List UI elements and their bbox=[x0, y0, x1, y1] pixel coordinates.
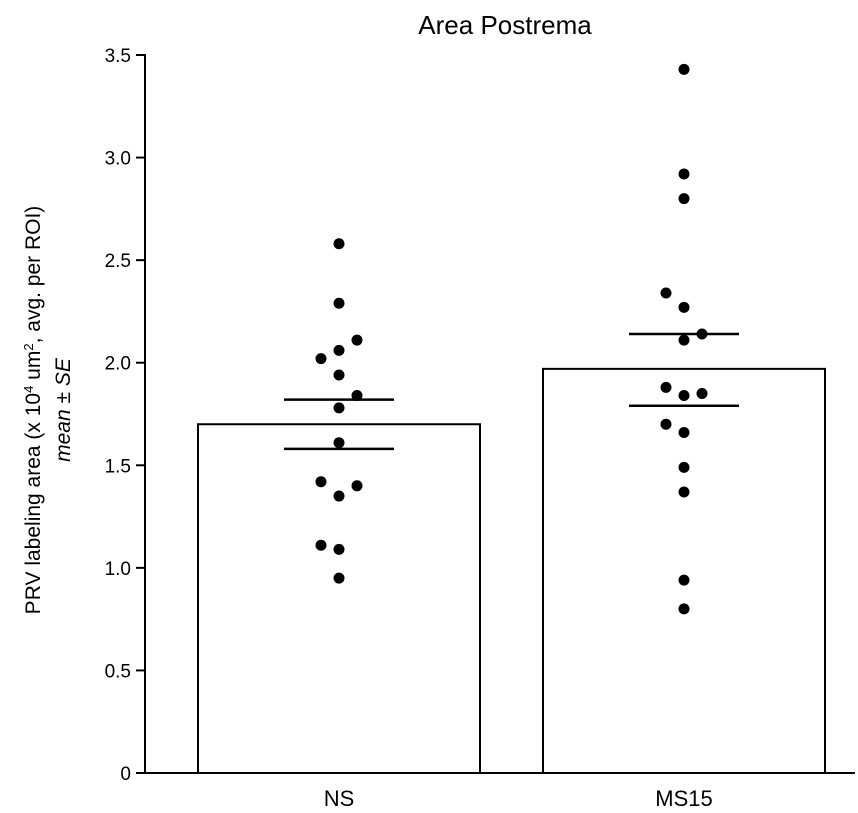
data-point-ms15 bbox=[660, 287, 672, 299]
data-point-ns bbox=[333, 297, 345, 309]
y-tick-label: 3.0 bbox=[105, 149, 131, 170]
data-point-ms15 bbox=[678, 334, 690, 346]
y-tick-label: 0 bbox=[120, 764, 131, 785]
data-point-ms15 bbox=[678, 461, 690, 473]
y-tick-label: 2.5 bbox=[105, 251, 131, 272]
x-axis-labels: NS MS15 bbox=[324, 786, 713, 811]
data-point-ns bbox=[333, 572, 345, 584]
data-point-ns bbox=[333, 543, 345, 555]
error-bars-group bbox=[284, 332, 739, 451]
data-point-ms15 bbox=[696, 387, 708, 399]
data-point-ms15 bbox=[678, 168, 690, 180]
chart-title: Area Postrema bbox=[418, 10, 592, 40]
data-point-ns bbox=[333, 344, 345, 356]
y-axis-ticks: 0 0.5 1.0 1.5 2.0 2.5 3.0 3.5 bbox=[105, 46, 145, 785]
data-point-ms15 bbox=[678, 193, 690, 205]
y-tick-label: 0.5 bbox=[105, 661, 131, 682]
data-point-ns bbox=[333, 238, 345, 250]
y-tick-label: 3.5 bbox=[105, 46, 131, 67]
bar-ns bbox=[197, 423, 481, 774]
y-tick-label: 1.0 bbox=[105, 559, 131, 580]
data-point-ms15 bbox=[678, 301, 690, 313]
data-point-ns bbox=[351, 390, 363, 402]
data-point-ms15 bbox=[678, 426, 690, 438]
data-point-ms15 bbox=[678, 390, 690, 402]
y-tick-label: 1.5 bbox=[105, 456, 131, 477]
data-point-ns bbox=[315, 353, 327, 365]
data-point-ns bbox=[315, 539, 327, 551]
x-category-label: NS bbox=[324, 786, 355, 811]
data-point-ms15 bbox=[660, 381, 672, 393]
data-point-ms15 bbox=[678, 603, 690, 615]
y-axis-label-line1: PRV labeling area (x 104 um2, avg. per R… bbox=[21, 206, 46, 615]
data-point-ns bbox=[333, 437, 345, 449]
data-point-ms15 bbox=[678, 574, 690, 586]
data-point-ms15 bbox=[660, 418, 672, 430]
data-point-ms15 bbox=[678, 63, 690, 75]
data-point-ns bbox=[351, 480, 363, 492]
y-tick-label: 2.0 bbox=[105, 354, 131, 375]
data-point-ns bbox=[333, 490, 345, 502]
y-axis-sublabel: mean ± SE bbox=[52, 357, 75, 462]
points-group bbox=[315, 63, 708, 615]
data-point-ns bbox=[333, 402, 345, 414]
data-point-ns bbox=[333, 369, 345, 381]
bars-group bbox=[197, 367, 826, 774]
x-category-label: MS15 bbox=[655, 786, 712, 811]
y-axis-label-line2: mean ± SE bbox=[52, 357, 75, 462]
data-point-ns bbox=[351, 334, 363, 346]
data-point-ns bbox=[315, 476, 327, 488]
data-point-ms15 bbox=[678, 486, 690, 498]
y-axis-label: PRV labeling area (x 104 um2, avg. per R… bbox=[21, 206, 46, 615]
